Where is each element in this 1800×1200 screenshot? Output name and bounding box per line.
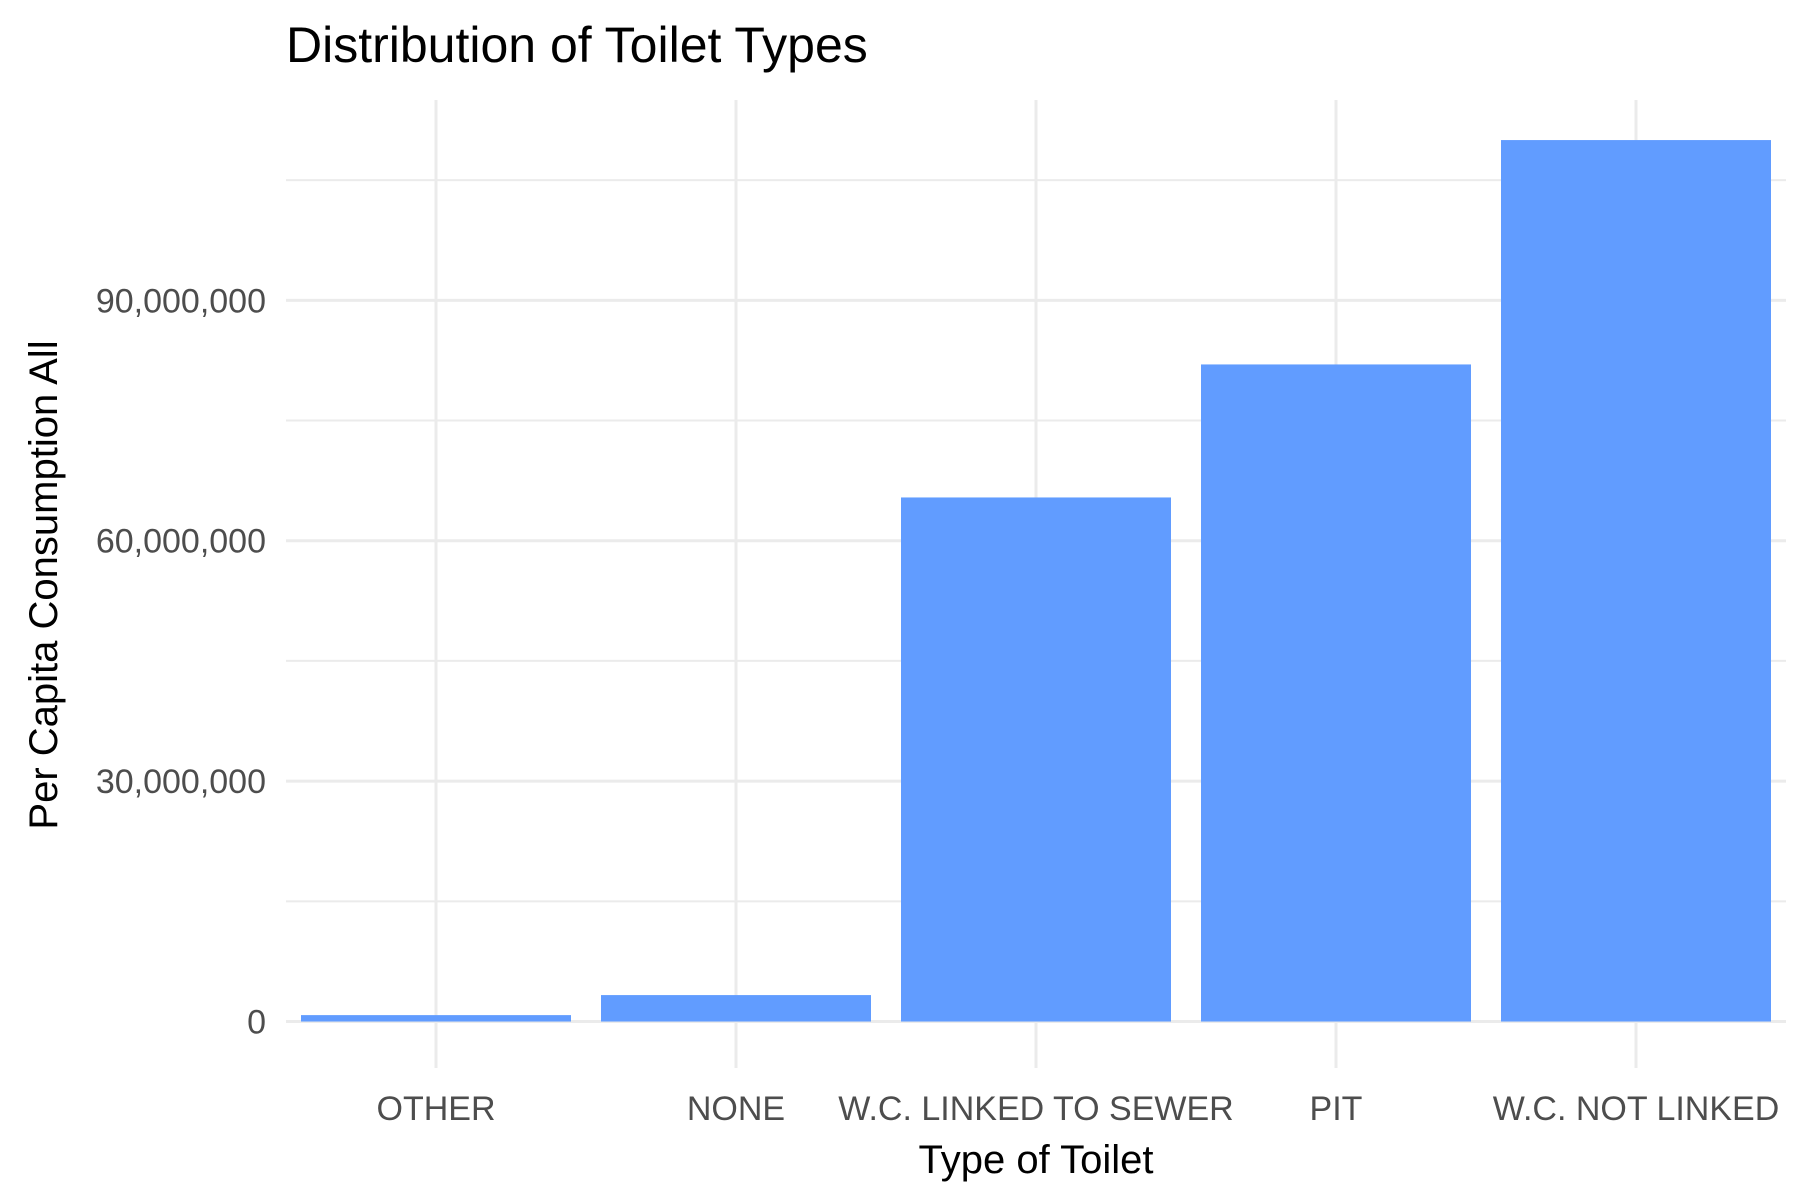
x-axis-title: Type of Toilet xyxy=(919,1138,1154,1182)
y-tick-label: 60,000,000 xyxy=(96,523,266,561)
x-tick-label: OTHER xyxy=(377,1090,496,1128)
x-tick-label: W.C. NOT LINKED xyxy=(1493,1090,1780,1128)
y-tick-label: 30,000,000 xyxy=(96,763,266,801)
chart-title: Distribution of Toilet Types xyxy=(286,17,868,73)
x-tick-label: W.C. LINKED TO SEWER xyxy=(838,1090,1233,1128)
bar xyxy=(901,497,1171,1022)
x-axis-ticks: OTHER NONE W.C. LINKED TO SEWER PIT W.C. NOT… xyxy=(377,1090,1780,1128)
bar xyxy=(301,1015,571,1022)
x-tick-label: PIT xyxy=(1310,1090,1363,1128)
y-axis-title: Per Capita Consumption All xyxy=(22,340,66,829)
bars xyxy=(301,140,1771,1022)
bar xyxy=(601,995,871,1022)
y-axis-ticks: 0 30,000,000 60,000,000 90,000,000 xyxy=(96,282,266,1041)
bar xyxy=(1501,140,1771,1022)
y-tick-label: 0 xyxy=(247,1004,266,1042)
x-tick-label: NONE xyxy=(687,1090,785,1128)
bar xyxy=(1201,364,1471,1022)
y-tick-label: 90,000,000 xyxy=(96,282,266,320)
